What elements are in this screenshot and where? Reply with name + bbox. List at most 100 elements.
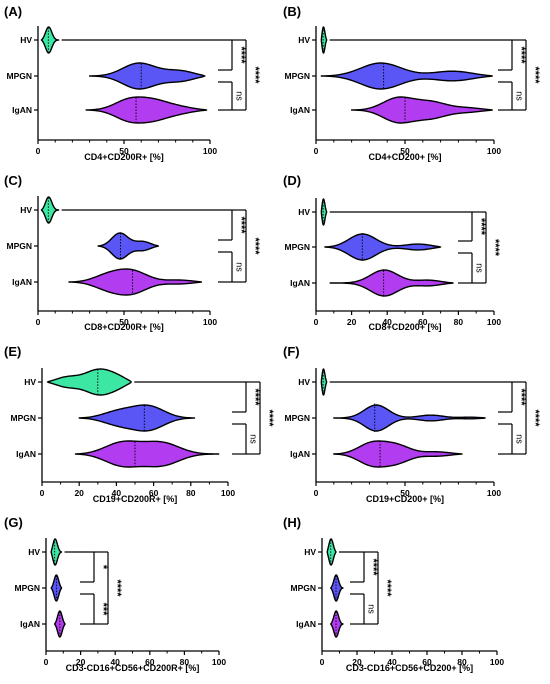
x-axis-title: CD19+CD200R+ [%]: [93, 494, 178, 504]
violin-hv: [40, 196, 60, 224]
x-tick-label: 0: [314, 317, 319, 327]
violin-igan: [85, 96, 208, 124]
x-tick-label: 40: [112, 488, 122, 498]
x-tick-label: 100: [490, 657, 504, 667]
category-label-hv: HV: [298, 377, 310, 387]
x-tick-label: 80: [457, 657, 467, 667]
significance-label: ****: [475, 218, 487, 236]
category-label-igan: IgAN: [290, 278, 310, 288]
x-tick-label: 0: [314, 146, 319, 156]
violin-igan: [330, 610, 344, 638]
violin-mpgn: [78, 404, 196, 432]
x-tick-label: 60: [145, 657, 155, 667]
significance-label: ****: [249, 237, 261, 255]
violin-mpgn: [97, 232, 160, 260]
significance-label: ****: [249, 66, 261, 84]
category-label-hv: HV: [304, 547, 316, 557]
x-tick-label: 0: [36, 317, 41, 327]
category-label-igan: IgAN: [12, 277, 32, 287]
category-label-mpgn: MPGN: [285, 71, 311, 81]
violin-igan: [333, 440, 463, 468]
category-label-hv: HV: [28, 547, 40, 557]
significance-label: ns: [475, 263, 485, 273]
category-label-igan: IgAN: [16, 449, 36, 459]
significance-label: ****: [515, 388, 527, 406]
violin-mpgn: [320, 62, 493, 90]
x-tick-label: 40: [382, 317, 392, 327]
x-tick-label: 100: [487, 488, 501, 498]
panel-letter: (G): [4, 515, 23, 530]
violin-igan: [350, 96, 493, 124]
x-tick-label: 0: [320, 657, 325, 667]
significance-label: ns: [235, 91, 245, 101]
panel-d: (D) 0 20 40 60 80 100 CD8+CD200+ [%] HV MPGN IgAN *…: [283, 173, 501, 332]
panel-letter: (H): [283, 515, 301, 530]
significance-label: ns: [249, 434, 259, 444]
violin-hv: [326, 538, 337, 566]
x-tick-label: 100: [487, 317, 501, 327]
x-tick-label: 20: [347, 317, 357, 327]
significance-label: ****: [367, 558, 379, 576]
violin-hv: [320, 368, 328, 396]
panel-letter: (C): [4, 173, 22, 188]
significance-label: ns: [515, 434, 525, 444]
significance-label: ****: [249, 388, 261, 406]
panel-letter: (D): [283, 173, 301, 188]
violin-hv: [40, 26, 60, 54]
x-axis-title: CD4+CD200+ [%]: [368, 152, 441, 162]
panel-letter: (E): [4, 344, 21, 359]
x-axis-title: CD19+CD200+ [%]: [366, 494, 444, 504]
violin-igan: [74, 440, 220, 468]
category-label-igan: IgAN: [12, 105, 32, 115]
x-tick-label: 60: [149, 488, 159, 498]
category-label-hv: HV: [20, 205, 32, 215]
category-label-igan: IgAN: [290, 449, 310, 459]
violin-igan: [329, 269, 454, 297]
x-axis-title: CD8+CD200R+ [%]: [84, 322, 164, 332]
violin-mpgn: [324, 233, 442, 261]
significance-label: ****: [529, 66, 541, 84]
x-tick-label: 20: [76, 657, 86, 667]
category-label-hv: HV: [20, 35, 32, 45]
x-tick-label: 80: [186, 488, 196, 498]
category-label-igan: IgAN: [20, 619, 40, 629]
violin-mpgn: [88, 62, 206, 90]
x-tick-label: 50: [119, 146, 129, 156]
significance-label: ***: [97, 603, 109, 617]
significance-label: ns: [367, 604, 377, 614]
significance-label: *: [97, 565, 109, 570]
x-tick-label: 50: [400, 146, 410, 156]
x-tick-label: 100: [212, 657, 226, 667]
x-tick-label: 100: [487, 146, 501, 156]
category-label-hv: HV: [24, 377, 36, 387]
significance-label: ns: [235, 262, 245, 272]
panel-b: (B) 0 50 100 CD4+CD200+ [%] HV MPGN IgAN **** ns *…: [283, 4, 541, 162]
x-tick-label: 100: [221, 488, 235, 498]
x-tick-label: 50: [400, 488, 410, 498]
category-label-mpgn: MPGN: [7, 241, 33, 251]
panel-c: (C) 0 50 100 CD8+CD200R+ [%] HV MPGN IgAN **** ns…: [4, 173, 261, 332]
x-tick-label: 100: [203, 146, 217, 156]
significance-label: ****: [111, 579, 123, 597]
category-label-igan: IgAN: [296, 619, 316, 629]
x-tick-label: 20: [352, 657, 362, 667]
panel-a: (A) 0 50 100 CD4+CD200R+ [%] HV MPGN IgAN **** ns…: [4, 4, 261, 162]
violin-igan: [68, 268, 203, 296]
panel-g: (G) 0 20 40 60 80 100 CD3-CD16+CD56+CD200R+ [%]…: [4, 515, 226, 673]
significance-label: ****: [381, 579, 393, 597]
x-axis-title: CD4+CD200R+ [%]: [84, 152, 164, 162]
significance-label: ns: [515, 91, 525, 101]
significance-label: ****: [529, 409, 541, 427]
x-tick-label: 0: [314, 488, 319, 498]
x-tick-label: 80: [454, 317, 464, 327]
violin-mpgn: [333, 404, 486, 432]
panel-e: (E) 0 20 40 60 80 100 CD19+CD200R+ [%] HV MPGN IgA…: [4, 344, 275, 504]
category-label-igan: IgAN: [290, 105, 310, 115]
violin-hv: [320, 26, 328, 54]
significance-label: ****: [263, 409, 275, 427]
category-label-mpgn: MPGN: [7, 71, 33, 81]
category-label-hv: HV: [298, 207, 310, 217]
panel-f: (F) 0 50 100 CD19+CD200+ [%] HV MPGN IgAN **** ns…: [283, 344, 541, 504]
panel-letter: (B): [283, 4, 301, 19]
x-tick-label: 50: [119, 317, 129, 327]
